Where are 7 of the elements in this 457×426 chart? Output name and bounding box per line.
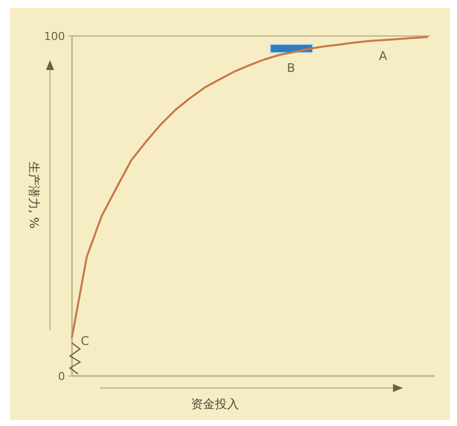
y-tick-label: 100 — [44, 30, 65, 43]
y-axis-title: 生产潜力, % — [27, 161, 41, 229]
annotation: A — [378, 49, 388, 63]
x-axis-title: 资金投入 — [191, 397, 239, 411]
annotation: B — [286, 61, 296, 75]
y-tick-label: 0 — [58, 370, 65, 383]
annotation: C — [80, 334, 90, 348]
